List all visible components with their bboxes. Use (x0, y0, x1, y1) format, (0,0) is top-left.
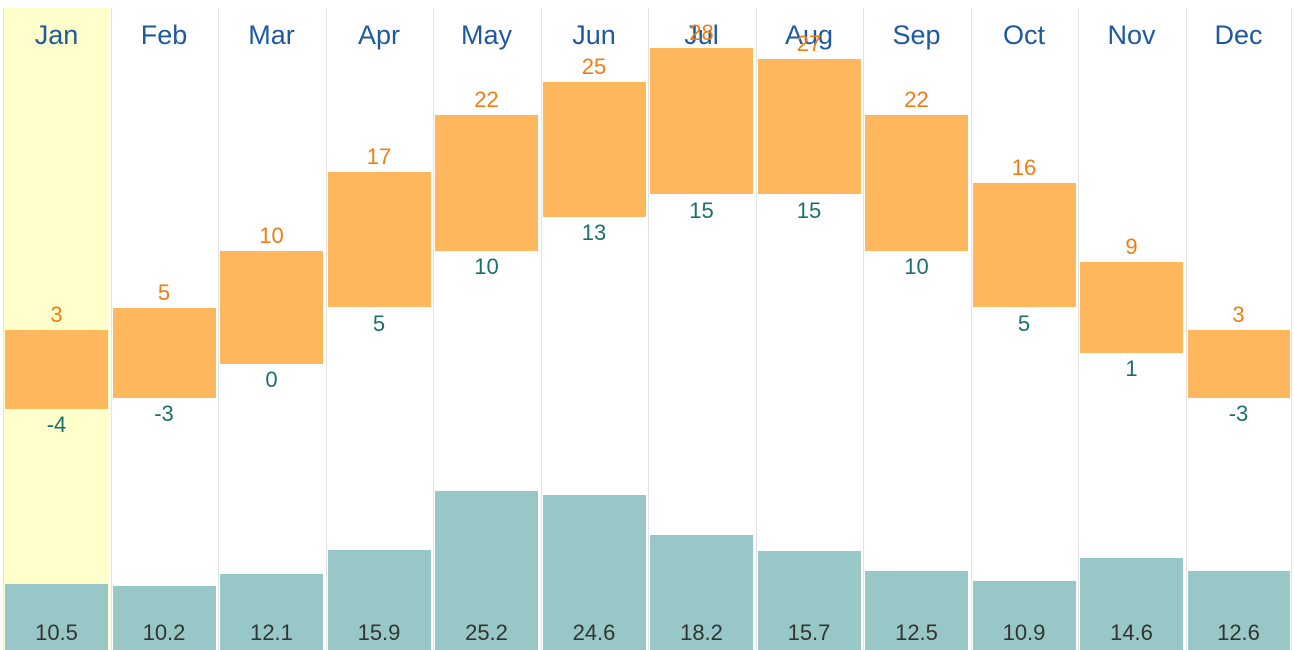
low-temp-label: 15 (796, 197, 822, 223)
precipitation-label: 10.5 (35, 620, 78, 645)
temp-range-bar (650, 47, 753, 195)
month-label[interactable]: Sep (892, 20, 941, 50)
high-temp-label: 10 (259, 223, 284, 248)
low-temp-label: 5 (1017, 310, 1031, 336)
precipitation-bar (327, 549, 431, 650)
precipitation-bar (1187, 570, 1290, 650)
temp-range-bar (1080, 262, 1183, 353)
high-temp-label: 5 (157, 279, 171, 305)
month-column-may[interactable]: May 22 10 25.2 (433, 8, 539, 650)
high-temp-label: 22 (904, 87, 929, 113)
low-temp-label: 1 (1125, 355, 1138, 381)
low-temp-label: 10 (474, 254, 499, 279)
low-temp-label: -3 (1228, 400, 1249, 426)
high-temp-label: 17 (366, 143, 392, 169)
precipitation-bar (865, 571, 968, 650)
high-temp-label: 28 (689, 19, 714, 45)
precipitation-label: 24.6 (572, 620, 616, 645)
month-column-mar[interactable]: Mar 10 0 12.1 (218, 8, 324, 650)
month-column-jun[interactable]: Jun 25 13 24.6 (540, 8, 647, 650)
month-label[interactable]: May (460, 20, 512, 50)
high-temp-label: 27 (796, 30, 822, 56)
month-column-dec[interactable]: Dec 3 -3 12.6 (1185, 8, 1292, 650)
month-label[interactable]: Nov (1107, 20, 1156, 50)
precipitation-label: 14.6 (1110, 620, 1153, 645)
month-label[interactable]: Jan (34, 20, 79, 50)
temp-range-bar (757, 58, 861, 195)
month-column-nov[interactable]: Nov 9 1 14.6 (1078, 8, 1184, 650)
high-temp-label: 3 (50, 302, 63, 328)
month-column-jul[interactable]: Jul 28 15 18.2 (648, 8, 754, 650)
high-temp-label: 25 (581, 53, 607, 79)
low-temp-label: -4 (46, 412, 67, 438)
precipitation-label: 10.2 (142, 620, 186, 645)
temp-range-bar (972, 183, 1076, 308)
high-temp-label: 22 (474, 87, 499, 113)
month-column-jan[interactable]: Jan 3 -4 10.5 (3, 8, 109, 650)
low-temp-label: 13 (581, 220, 607, 246)
precipitation-bar (972, 581, 1076, 650)
month-column-apr[interactable]: Apr 17 5 15.9 (325, 8, 432, 650)
month-label[interactable]: Jun (572, 20, 616, 50)
precipitation-label: 12.6 (1217, 620, 1260, 645)
month-label[interactable]: Aug (784, 20, 834, 50)
precipitation-label: 10.9 (1002, 620, 1046, 645)
low-temp-label: 5 (372, 310, 386, 336)
precipitation-label: 12.1 (250, 620, 293, 645)
low-temp-label: 0 (265, 367, 278, 392)
low-temp-label: 15 (689, 197, 714, 223)
precipitation-label: 15.7 (787, 620, 831, 645)
month-label[interactable]: Oct (1002, 20, 1045, 50)
month-label[interactable]: Feb (140, 20, 188, 50)
low-temp-label: 10 (904, 254, 929, 279)
low-temp-label: -3 (154, 400, 174, 426)
precipitation-bar (1080, 558, 1183, 650)
precipitation-label: 15.9 (357, 620, 401, 645)
precipitation-label: 25.2 (465, 620, 508, 645)
temp-range-bar (112, 307, 216, 398)
month-column-sep[interactable]: Sep 22 10 12.5 (863, 8, 969, 650)
month-column-aug[interactable]: Aug 27 15 15.7 (755, 8, 862, 650)
temp-range-bar (220, 251, 323, 364)
month-label[interactable]: Apr (357, 20, 401, 50)
high-temp-label: 9 (1125, 234, 1138, 260)
month-label[interactable]: Dec (1214, 20, 1263, 50)
temp-range-bar (1187, 330, 1290, 398)
precipitation-label: 12.5 (895, 620, 938, 645)
high-temp-label: 16 (1011, 155, 1037, 181)
temp-range-bar (435, 115, 538, 251)
month-label[interactable]: Jul (684, 20, 719, 50)
precipitation-bar (220, 573, 323, 650)
precipitation-bar (435, 491, 538, 650)
month-label[interactable]: Mar (248, 20, 295, 50)
precipitation-bar (542, 495, 646, 650)
month-column-oct[interactable]: Oct 16 5 10.9 (970, 8, 1077, 650)
temp-range-bar (865, 115, 968, 251)
temp-range-bar (542, 81, 646, 218)
high-temp-label: 3 (1232, 302, 1245, 328)
temp-range-bar (5, 330, 108, 410)
precipitation-bar (650, 535, 753, 650)
precipitation-bar (757, 551, 861, 650)
precipitation-label: 18.2 (680, 620, 723, 645)
precipitation-bar (112, 585, 216, 650)
precipitation-bar (5, 583, 108, 650)
month-column-feb[interactable]: Feb 5 -3 10.2 (110, 8, 217, 650)
temp-range-bar (327, 171, 431, 308)
